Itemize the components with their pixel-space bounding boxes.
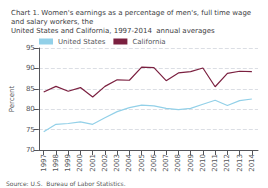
svg-text:85: 85 <box>26 85 35 93</box>
svg-text:80: 80 <box>26 105 35 113</box>
svg-text:2000: 2000 <box>76 154 84 172</box>
svg-text:United States and California,: United States and California, 1997-2014 … <box>11 27 215 35</box>
svg-text:70: 70 <box>26 146 35 154</box>
svg-text:2005: 2005 <box>138 154 146 172</box>
svg-text:2002: 2002 <box>101 154 109 172</box>
svg-text:2001: 2001 <box>89 154 97 172</box>
svg-text:2006: 2006 <box>150 153 158 171</box>
svg-text:2012: 2012 <box>223 154 231 172</box>
svg-text:Chart 1. Women's earnings as a: Chart 1. Women's earnings as a percentag… <box>11 9 253 17</box>
svg-text:75: 75 <box>26 126 35 134</box>
svg-text:90: 90 <box>26 64 35 72</box>
svg-text:2009: 2009 <box>187 154 195 172</box>
svg-text:2013: 2013 <box>236 154 244 172</box>
svg-text:United States: United States <box>58 38 106 46</box>
svg-text:2014: 2014 <box>248 153 256 171</box>
svg-text:2010: 2010 <box>199 154 207 172</box>
svg-text:2011: 2011 <box>211 154 219 172</box>
svg-text:95: 95 <box>26 44 35 52</box>
svg-text:California: California <box>132 38 165 46</box>
svg-text:Source: U.S. Bureau of Labor: Source: U.S. Bureau of Labor Statistics. <box>6 180 126 187</box>
svg-text:and salary workers, the: and salary workers, the <box>11 18 93 26</box>
svg-text:2003: 2003 <box>113 154 121 172</box>
svg-text:2007: 2007 <box>162 154 170 172</box>
svg-text:Percent: Percent <box>8 86 16 113</box>
svg-text:1999: 1999 <box>64 154 72 172</box>
svg-text:1998: 1998 <box>52 154 60 172</box>
svg-text:2008: 2008 <box>174 154 182 172</box>
svg-text:2004: 2004 <box>125 153 133 171</box>
svg-text:1997: 1997 <box>40 154 48 172</box>
